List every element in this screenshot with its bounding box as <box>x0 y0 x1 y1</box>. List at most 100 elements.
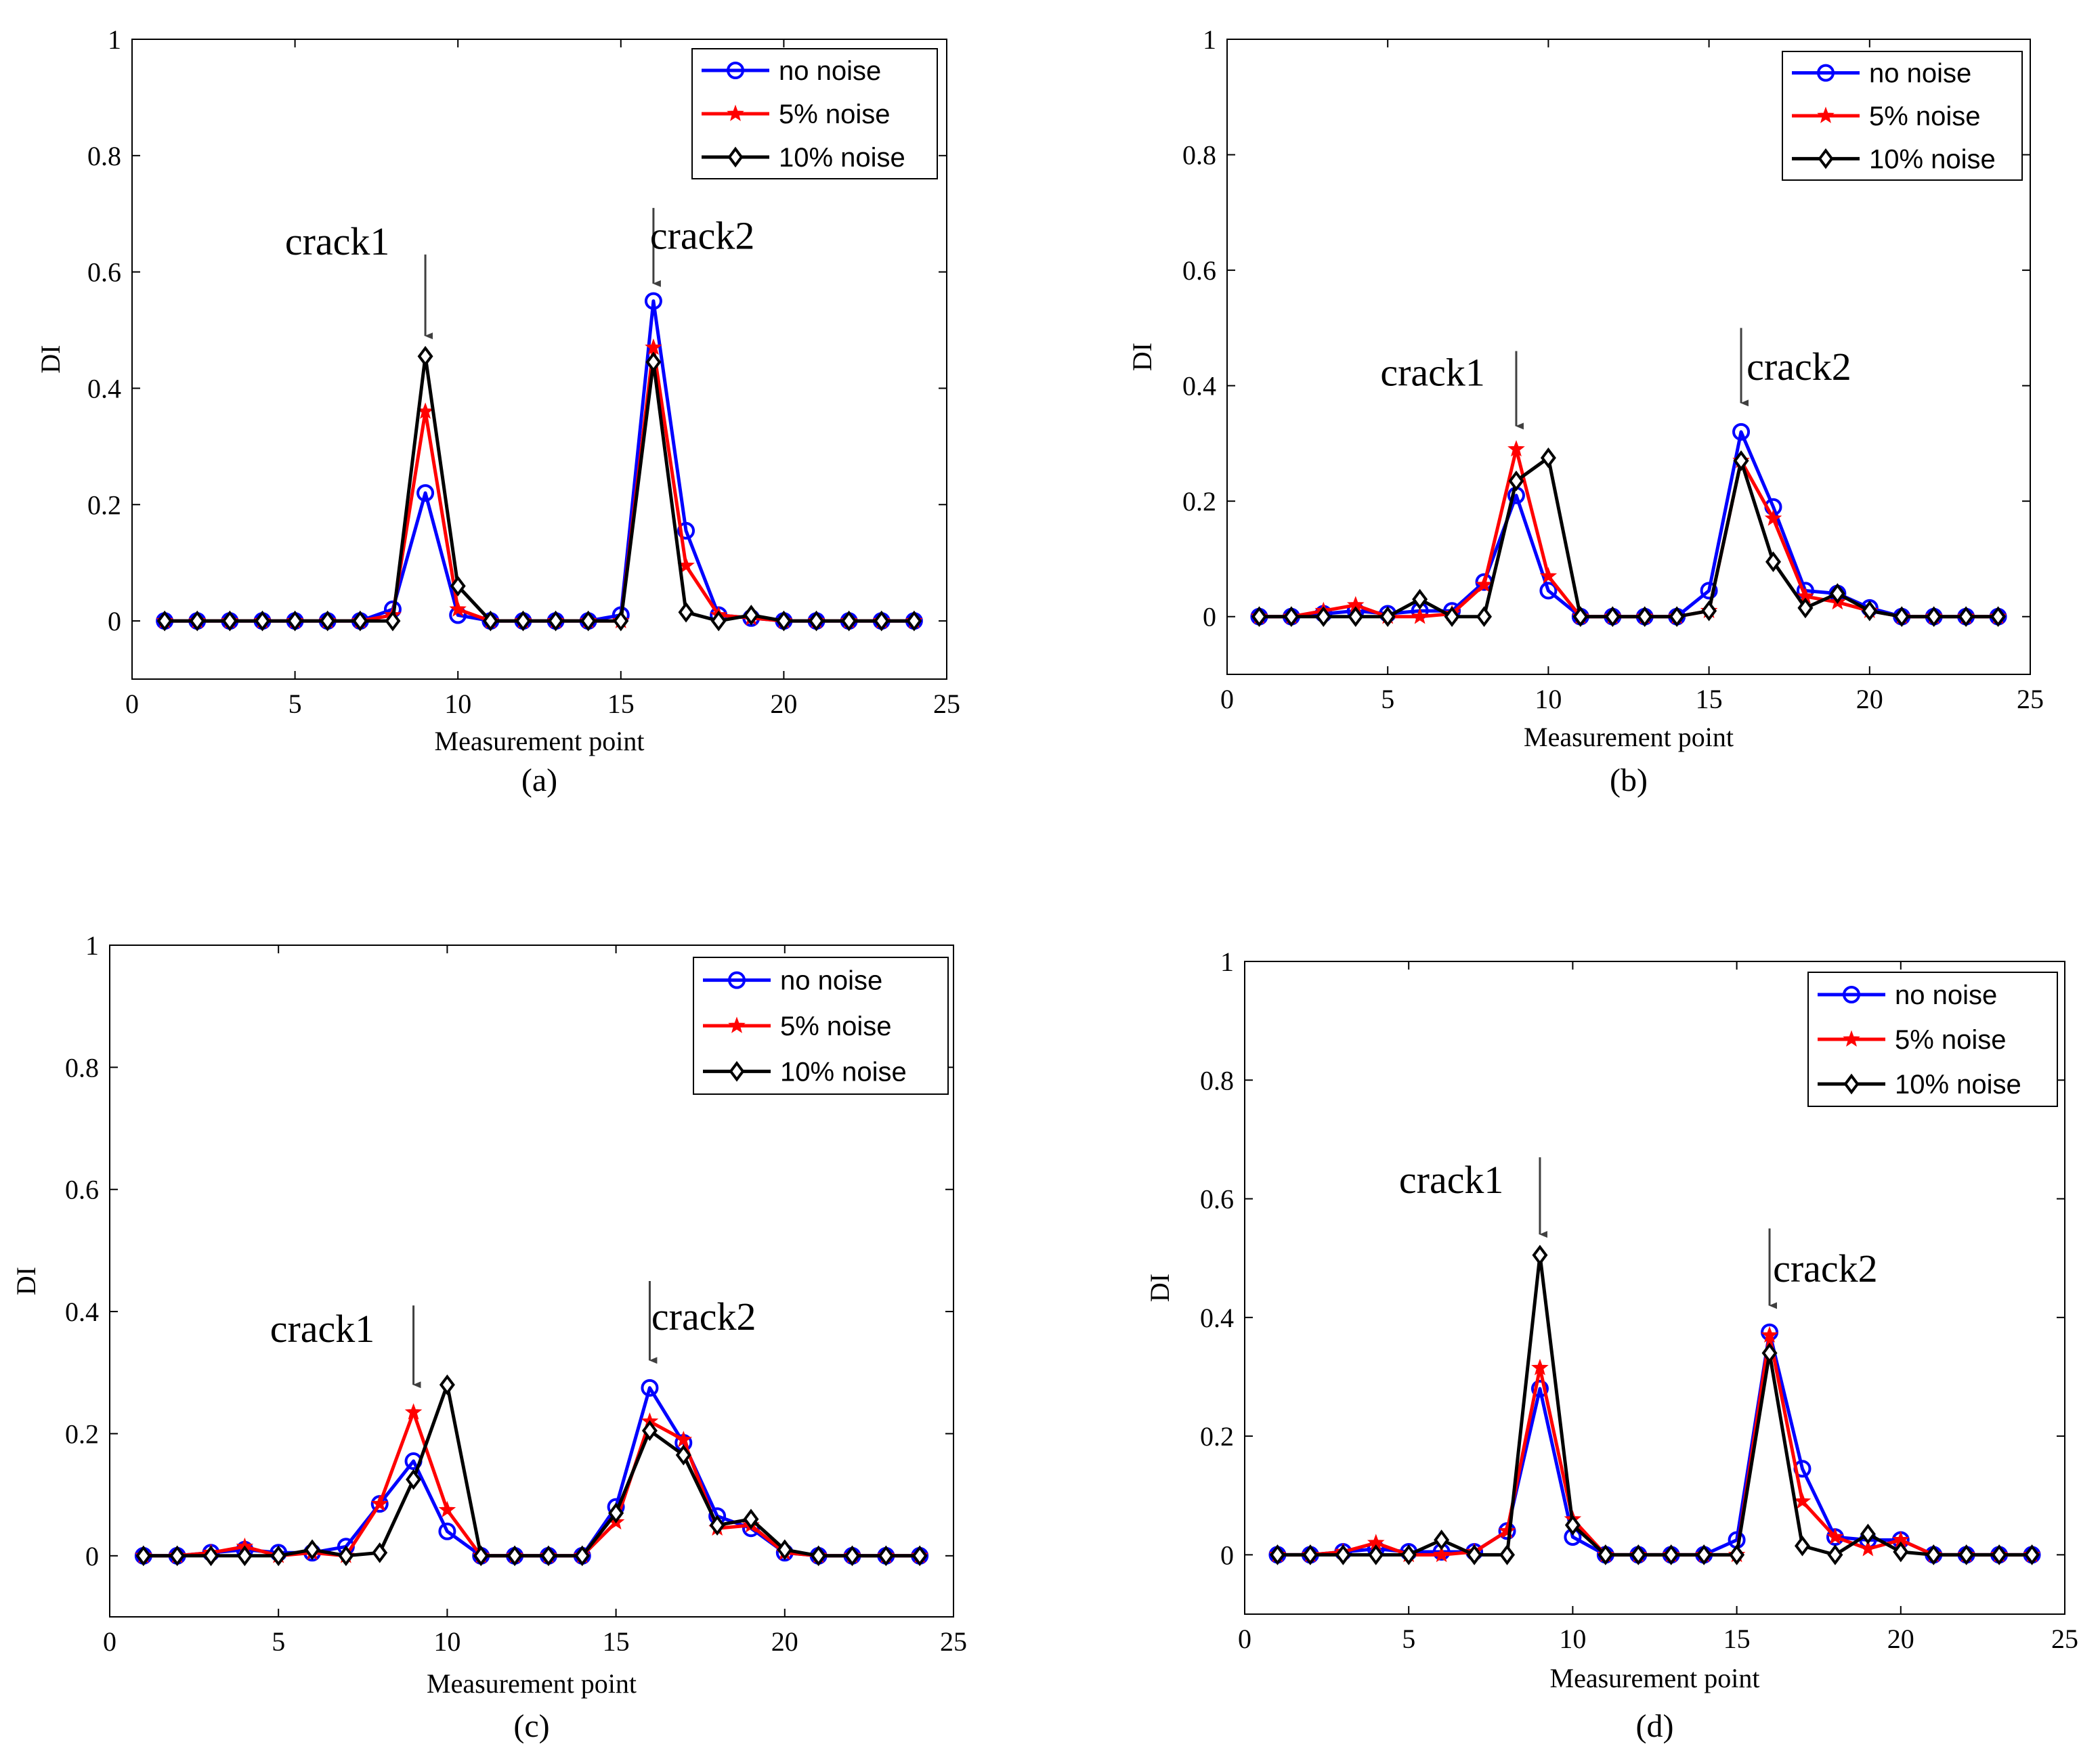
data-point <box>912 1545 928 1567</box>
x-tick-label: 5 <box>1402 1624 1415 1654</box>
series-no-noise <box>1268 1323 2041 1564</box>
data-point <box>1990 606 2007 628</box>
data-point <box>417 345 433 367</box>
data-point <box>1701 600 1717 622</box>
data-point <box>1476 606 1493 628</box>
y-tick-label: 0.8 <box>87 141 121 171</box>
data-point <box>809 610 825 632</box>
data-point <box>743 1509 759 1530</box>
x-tick-label: 5 <box>288 689 302 719</box>
data-point <box>641 1379 659 1397</box>
legend-marker <box>1843 1030 1860 1047</box>
panel-caption: (c) <box>513 1708 549 1744</box>
x-tick-label: 25 <box>933 689 960 719</box>
data-point <box>1532 1244 1548 1266</box>
data-point <box>1540 447 1556 469</box>
x-tick-label: 10 <box>1559 1624 1586 1654</box>
plot-frame <box>1226 39 2031 675</box>
y-tick-label: 1 <box>1203 24 1216 55</box>
data-point <box>1475 576 1493 592</box>
data-point <box>338 1545 354 1567</box>
data-point <box>1859 1540 1877 1557</box>
data-point <box>372 1542 388 1563</box>
data-point <box>1572 606 1589 628</box>
data-point <box>1379 606 1396 628</box>
data-point <box>613 610 629 632</box>
series-5-noise <box>1250 439 2007 624</box>
data-point <box>1434 1530 1450 1550</box>
series-no-noise <box>1250 422 2007 626</box>
x-tick-label: 15 <box>607 689 635 719</box>
series-5-noise <box>156 338 923 628</box>
data-point <box>1412 588 1428 610</box>
y-tick-label: 0.4 <box>1200 1303 1234 1333</box>
data-point <box>1508 471 1524 492</box>
data-point <box>710 610 727 632</box>
data-point <box>1765 551 1781 573</box>
data-point <box>1733 450 1749 471</box>
legend: no noise 5% noise 10% noise <box>693 957 949 1095</box>
legend-marker <box>727 62 744 79</box>
series-line <box>165 345 914 623</box>
data-point <box>304 1539 320 1561</box>
data-point <box>1637 606 1653 628</box>
legend-label: no noise <box>780 966 882 996</box>
data-point <box>1604 606 1621 628</box>
series-5-noise <box>1268 1326 2041 1563</box>
series-line <box>165 299 914 623</box>
chart-panel-d: 0 5 10 15 20 25 0 0.2 0.4 0.6 0.8 1 Measurement poin… <box>1144 947 2078 1744</box>
data-point <box>844 1545 860 1567</box>
y-tick-label: 0 <box>108 606 121 636</box>
y-tick-label: 0.2 <box>1182 486 1216 517</box>
x-tick-label: 0 <box>1238 1624 1251 1654</box>
data-point <box>1335 1544 1351 1565</box>
data-point <box>507 1545 523 1567</box>
data-point <box>1793 1492 1812 1509</box>
data-point <box>438 1500 456 1518</box>
legend-marker <box>1817 106 1835 123</box>
x-tick-label: 25 <box>2017 684 2044 714</box>
x-tick-label: 10 <box>444 689 471 719</box>
data-point <box>1669 606 1685 628</box>
legend: no noise 5% noise 10% noise <box>691 48 938 179</box>
data-point <box>203 1545 219 1567</box>
data-point <box>1466 1544 1482 1565</box>
data-point <box>473 1545 489 1567</box>
data-point <box>580 610 597 632</box>
data-point <box>1531 1358 1549 1376</box>
x-axis-label: Measurement point <box>427 1668 637 1699</box>
series-line <box>1277 1333 2032 1557</box>
legend-label: no noise <box>1869 59 1971 89</box>
data-point <box>644 292 662 310</box>
data-point <box>1761 1326 1778 1343</box>
data-point <box>1696 1544 1712 1565</box>
data-point <box>1598 1544 1614 1565</box>
legend-marker <box>727 104 744 121</box>
legend-marker <box>1818 148 1834 169</box>
series-line <box>143 1410 920 1558</box>
x-tick-label: 5 <box>1381 684 1394 714</box>
annotation-crack1: crack1 <box>270 1307 375 1351</box>
y-tick-label: 0.6 <box>65 1175 99 1205</box>
x-axis-label: Measurement point <box>1550 1663 1760 1693</box>
series-no-noise <box>156 292 923 630</box>
chart-panel-c: 0 5 10 15 20 25 0 0.2 0.4 0.6 0.8 1 Measurement poin… <box>11 930 967 1744</box>
data-point <box>254 610 270 632</box>
data-point <box>1400 1544 1417 1565</box>
data-point <box>2024 1544 2040 1565</box>
data-point <box>675 1444 691 1466</box>
data-point <box>169 1545 186 1567</box>
data-point <box>1958 1544 1975 1565</box>
x-tick-label: 0 <box>103 1626 116 1657</box>
annotation-crack2: crack2 <box>650 213 755 257</box>
data-point <box>743 605 759 626</box>
data-point <box>1530 1379 1549 1397</box>
data-point <box>645 338 662 355</box>
y-tick-label: 0.8 <box>65 1052 99 1083</box>
legend-label: 10% noise <box>780 1057 907 1087</box>
y-tick-label: 0.8 <box>1200 1065 1234 1096</box>
x-tick-label: 10 <box>433 1626 460 1657</box>
series-no-noise <box>134 1379 929 1565</box>
data-point <box>439 1374 455 1395</box>
y-tick-label: 0.6 <box>1200 1184 1234 1215</box>
